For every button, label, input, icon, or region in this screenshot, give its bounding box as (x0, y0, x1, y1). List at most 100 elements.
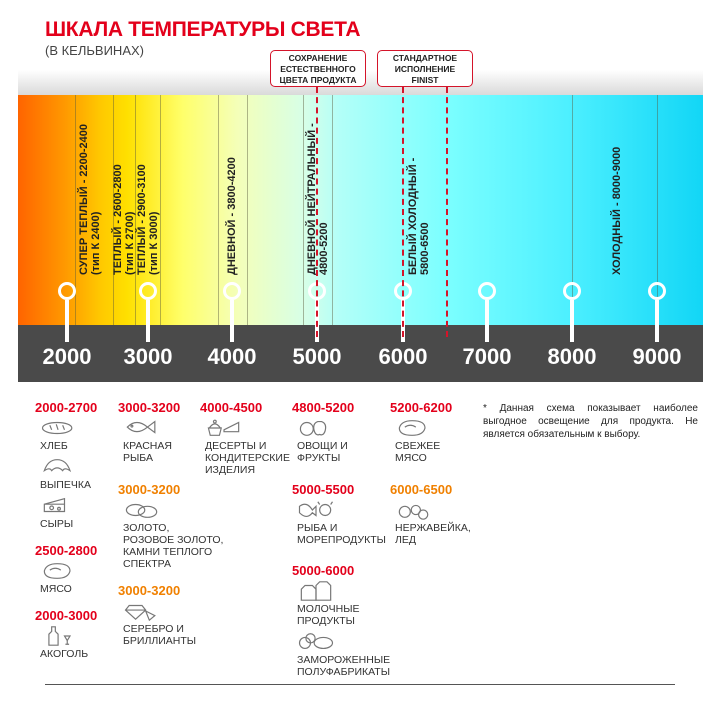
band-label: ХОЛОДНЫЙ - 8000-9000 (611, 146, 623, 275)
temperature-range: 2000-2700 (35, 400, 98, 415)
product-item: ХЛЕБ (35, 417, 145, 452)
product-label: СЕРЕБРО И БРИЛЛИАНТЫ (123, 623, 197, 647)
product-group: 3000-3200 ЗОЛОТО, РОЗОВОЕ ЗОЛОТО, КАМНИ Т… (118, 482, 228, 574)
natural-color-marker-line (316, 87, 318, 337)
band-label: СУПЕР ТЕПЛЫЙ - 2200-2400 (тип К 2400) (78, 123, 102, 275)
finist-marker-line-start (402, 87, 404, 337)
color-temperature-gradient (18, 95, 703, 326)
marker-circle (563, 282, 581, 300)
marker-circle (58, 282, 76, 300)
bottom-divider (45, 684, 675, 685)
product-item: НЕРЖАВЕЙКА, ЛЕД (390, 499, 500, 546)
product-label: ЗАМОРОЖЕННЫЕ ПОЛУФАБРИКАТЫ (297, 654, 391, 678)
scale-label: 3000 (123, 344, 173, 369)
band-divider (247, 95, 248, 326)
product-label: ВЫПЕЧКА (40, 479, 91, 491)
product-label: РЫБА И МОРЕПРОДУКТЫ (297, 522, 386, 546)
diamond-icon (124, 604, 156, 622)
scale-marker (563, 282, 581, 342)
product-group: 4000-4500 ДЕСЕРТЫ И КОНДИТЕРСКИЕ ИЗДЕЛИЯ (200, 400, 310, 480)
product-group: 6000-6500 НЕРЖАВЕЙКА, ЛЕД (390, 482, 500, 550)
product-item: РЫБА И МОРЕПРОДУКТЫ (292, 499, 402, 546)
band-divider (332, 95, 333, 326)
rings-icon (125, 503, 158, 518)
product-item: СЫРЫ (35, 495, 145, 530)
product-label: МОЛОЧНЫЕ ПРОДУКТЫ (297, 603, 360, 627)
product-label: КРАСНАЯ РЫБА (123, 440, 172, 464)
milk-icon (300, 581, 332, 601)
product-label: ОВОЩИ И ФРУКТЫ (297, 440, 348, 464)
product-label: ХЛЕБ (40, 440, 68, 452)
product-item: СВЕЖЕЕ МЯСО (390, 417, 500, 464)
product-label: СЫРЫ (40, 518, 74, 530)
temperature-range: 2000-3000 (35, 608, 98, 623)
scale-marker (58, 282, 76, 342)
marker-stem (655, 300, 659, 342)
band-divider (572, 95, 573, 326)
product-item: СЕРЕБРО И БРИЛЛИАНТЫ (118, 600, 228, 647)
band-divider (160, 95, 161, 326)
band-divider (113, 95, 114, 326)
band-label: ДНЕВНОЙ - 3800-4200 (226, 157, 238, 275)
product-item: ЗАМОРОЖЕННЫЕ ПОЛУФАБРИКАТЫ (292, 631, 402, 678)
scale-label: 7000 (462, 344, 512, 369)
scale-marker (139, 282, 157, 342)
product-label: ДЕСЕРТЫ И КОНДИТЕРСКИЕ ИЗДЕЛИЯ (205, 440, 290, 476)
marker-circle (648, 282, 666, 300)
marker-stem (146, 300, 150, 342)
scale-marker (648, 282, 666, 342)
band-label: ДНЕВНОЙ НЕЙТРАЛЬНЫЙ - 4800-5200 (306, 123, 330, 275)
product-item: ЗОЛОТО, РОЗОВОЕ ЗОЛОТО, КАМНИ ТЕПЛОГО СП… (118, 499, 228, 570)
scale-marker (223, 282, 241, 342)
bottle-icon (48, 626, 72, 646)
product-label: МЯСО (40, 583, 72, 595)
marker-stem (230, 300, 234, 342)
scale-label: 4000 (207, 344, 257, 369)
temperature-range: 5000-5500 (292, 482, 355, 497)
scale-label: 5000 (292, 344, 342, 369)
product-label: СВЕЖЕЕ МЯСО (395, 440, 441, 464)
footnote: * Данная схема показывает наиболее выгод… (483, 403, 698, 440)
product-item: ОВОЩИ И ФРУКТЫ (292, 417, 402, 464)
seafood-icon (298, 501, 333, 518)
fruit-icon (299, 420, 327, 436)
cheese-icon (43, 497, 66, 513)
band-label: ТЕПЛЫЙ - 2600-2800 (тип К 2700) (112, 164, 136, 275)
bread-icon (41, 421, 73, 435)
product-group: 4800-5200 ОВОЩИ И ФРУКТЫ (292, 400, 402, 468)
callout-finist-standard: СТАНДАРТНОЕ ИСПОЛНЕНИЕ FINIST (377, 50, 473, 87)
band-divider (303, 95, 304, 326)
marker-stem (485, 300, 489, 342)
product-group: 5200-6200 СВЕЖЕЕ МЯСО (390, 400, 500, 468)
ice-icon (398, 504, 429, 520)
scale-label: 2000 (42, 344, 92, 369)
band-divider (75, 95, 76, 326)
product-item: ДЕСЕРТЫ И КОНДИТЕРСКИЕ ИЗДЕЛИЯ (200, 417, 310, 476)
product-item: МЯСО (35, 560, 145, 595)
steak-icon (43, 563, 71, 579)
product-item: МОЛОЧНЫЕ ПРОДУКТЫ (292, 580, 402, 627)
scale-label: 8000 (547, 344, 597, 369)
marker-circle (478, 282, 496, 300)
temperature-range: 3000-3200 (118, 583, 181, 598)
scale-label: 6000 (378, 344, 428, 369)
product-group: 2000-3000 АКОГОЛЬ (35, 608, 145, 664)
marker-circle (223, 282, 241, 300)
cake-icon (207, 419, 240, 436)
product-label: ЗОЛОТО, РОЗОВОЕ ЗОЛОТО, КАМНИ ТЕПЛОГО СП… (123, 522, 224, 570)
product-group: 3000-3200 СЕРЕБРО И БРИЛЛИАНТЫ (118, 583, 228, 651)
temperature-range: 3000-3200 (118, 482, 181, 497)
band-divider (657, 95, 658, 326)
frozen-food-icon (298, 633, 334, 650)
temperature-range: 5000-6000 (292, 563, 355, 578)
finist-marker-line-end (446, 87, 448, 337)
product-group: 2000-2700 ХЛЕБ ВЫПЕЧКА СЫРЫ (35, 400, 145, 534)
band-label: ТЕПЛЫЙ - 2900-3100 (тип К 3000) (136, 164, 160, 275)
product-group: 2500-2800 МЯСО (35, 543, 145, 599)
callout-natural-color: СОХРАНЕНИЕ ЕСТЕСТВЕННОГО ЦВЕТА ПРОДУКТА (270, 50, 366, 87)
product-group: 3000-3200 КРАСНАЯ РЫБА (118, 400, 228, 468)
temperature-range: 2500-2800 (35, 543, 98, 558)
band-divider (218, 95, 219, 326)
marker-stem (570, 300, 574, 342)
band-label: БЕЛЫЙ ХОЛОДНЫЙ - 5800-6500 (407, 157, 431, 275)
